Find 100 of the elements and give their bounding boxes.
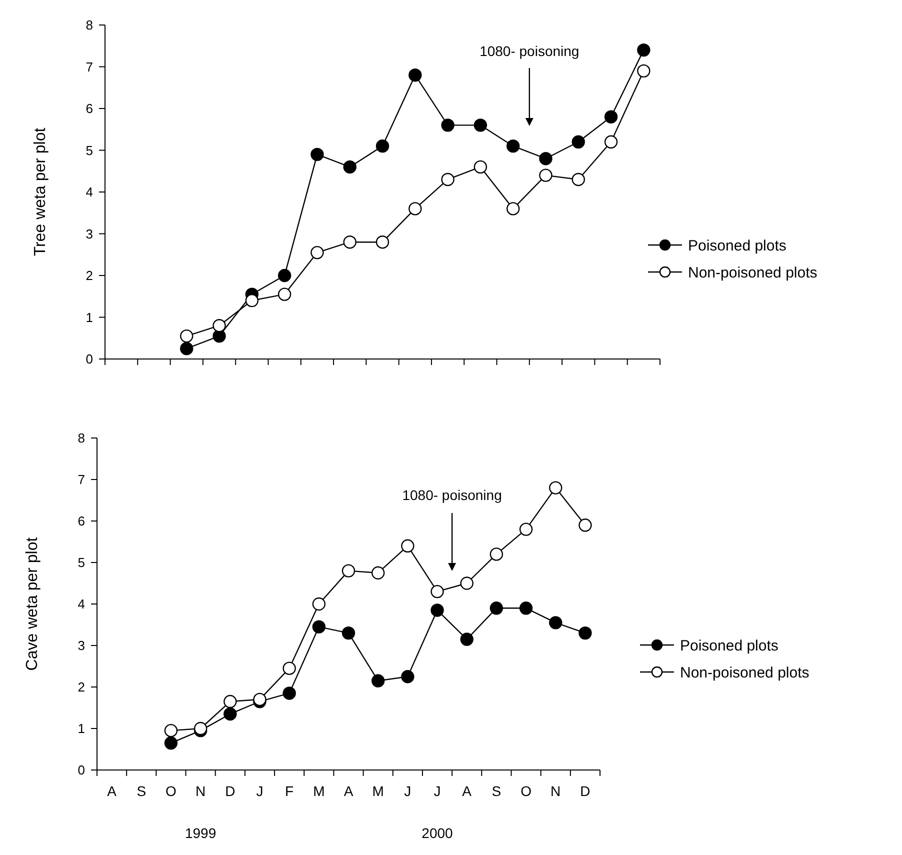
x-tick-label: A [462, 783, 472, 799]
x-tick-label: N [550, 783, 561, 799]
point [164, 736, 178, 750]
point [278, 268, 292, 282]
legend-label: Non-poisoned plots [688, 264, 818, 282]
point [408, 68, 422, 82]
point [474, 160, 488, 174]
point [474, 118, 488, 132]
point [401, 539, 414, 552]
x-tick-label: N [195, 783, 206, 799]
point [460, 576, 474, 590]
x-tick-label: A [344, 783, 354, 799]
annotation: 1080- poisoning [480, 43, 580, 59]
point [310, 148, 324, 162]
point [490, 548, 504, 561]
legend-label: Poisoned plots [680, 637, 778, 654]
x-tick-label: D [225, 783, 236, 799]
point [180, 342, 194, 356]
point [164, 724, 178, 738]
point [312, 620, 326, 634]
point [604, 110, 618, 124]
point [506, 202, 520, 216]
point [637, 43, 650, 57]
point [506, 139, 520, 153]
point [430, 604, 444, 617]
point [371, 566, 385, 580]
y-tick-label: 7 [86, 59, 93, 74]
point [408, 202, 422, 216]
y-axis-title: Tree weta per plot [32, 127, 49, 256]
point [278, 288, 292, 301]
y-tick-label: 6 [78, 514, 85, 529]
point [578, 518, 592, 532]
point [224, 694, 237, 708]
point [519, 522, 533, 536]
y-tick-label: 0 [86, 352, 93, 367]
y-tick-label: 4 [78, 596, 85, 612]
point [549, 481, 562, 494]
point [371, 674, 385, 688]
point [539, 168, 552, 182]
point [282, 662, 296, 675]
point [310, 246, 324, 260]
point [430, 584, 444, 598]
point [460, 632, 474, 646]
point [376, 139, 390, 153]
x-tick-label: M [313, 783, 325, 799]
point [312, 597, 326, 611]
point [343, 160, 356, 174]
legend-label: Non-poisoned plots [680, 664, 810, 682]
y-tick-label: 8 [78, 430, 85, 446]
x-tick-label: J [404, 783, 412, 799]
point [342, 564, 356, 578]
x-tick-label: J [434, 783, 441, 799]
point [342, 626, 356, 640]
point [549, 616, 562, 630]
point [539, 152, 552, 166]
y-tick-label: 7 [78, 472, 85, 488]
point [212, 319, 226, 332]
x-tick-label: O [520, 783, 532, 799]
point [343, 236, 356, 249]
text: 2000 [422, 825, 454, 841]
point [441, 118, 454, 132]
point [519, 602, 533, 615]
y-tick-label: 4 [86, 184, 93, 200]
point [441, 172, 454, 186]
point [212, 329, 226, 343]
x-tick-label: J [256, 783, 264, 799]
legend-label: Poisoned plots [688, 237, 786, 254]
x-tick-label: S [136, 783, 146, 799]
x-tick-label: O [166, 783, 177, 799]
point [578, 626, 592, 640]
y-tick-label: 5 [86, 142, 93, 158]
x-tick-label: D [580, 783, 590, 799]
y-tick-label: 5 [78, 555, 85, 570]
y-tick-label: 3 [78, 638, 85, 654]
point [637, 64, 650, 78]
x-tick-label: M [372, 783, 384, 799]
point [282, 686, 296, 700]
point [572, 135, 585, 148]
point [604, 135, 618, 148]
y-axis-title: Cave weta per plot [24, 536, 41, 671]
y-tick-label: 8 [86, 18, 93, 33]
point [376, 236, 390, 249]
point [180, 329, 194, 343]
point [572, 172, 585, 186]
y-tick-label: 2 [78, 680, 85, 695]
x-tick-label: F [285, 783, 294, 799]
annotation: 1080- poisoning [402, 487, 502, 503]
x-tick-label: S [492, 783, 502, 799]
point [224, 707, 237, 721]
y-tick-label: 0 [78, 762, 85, 778]
text: 1999 [184, 825, 216, 841]
x-tick-label: A [107, 783, 118, 799]
y-tick-label: 6 [86, 101, 93, 116]
point [401, 670, 414, 684]
point [245, 294, 259, 308]
point [490, 602, 504, 615]
y-tick-label: 1 [78, 721, 85, 736]
y-tick-label: 3 [86, 226, 93, 242]
y-tick-label: 1 [86, 310, 93, 325]
y-tick-label: 2 [86, 268, 93, 284]
